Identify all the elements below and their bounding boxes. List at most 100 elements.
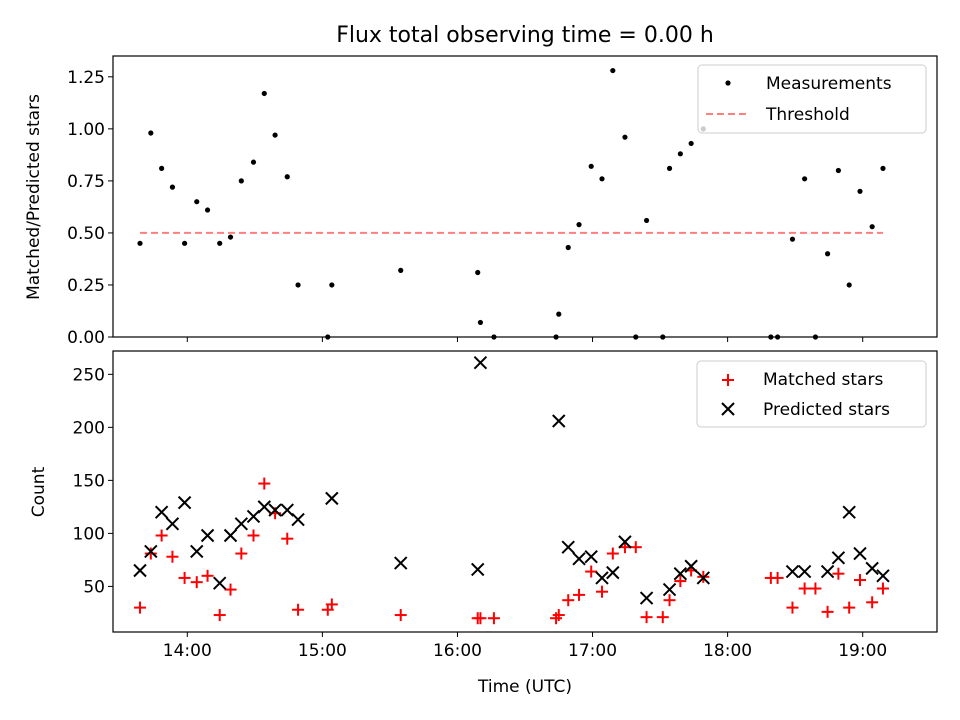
predicted-star-point <box>165 517 180 531</box>
measurement-point <box>846 282 852 288</box>
measurement-point <box>137 240 143 246</box>
legend-predicted-marker <box>721 402 735 416</box>
matched-star-point <box>281 532 294 545</box>
predicted-star-point <box>618 535 632 549</box>
predicted-star-point <box>471 562 485 577</box>
predicted-star-point <box>673 566 688 581</box>
matched-star-point <box>640 611 653 624</box>
measurement-point <box>576 222 582 228</box>
predicted-star-point <box>190 544 204 559</box>
predicted-star-point <box>572 552 586 566</box>
matched-star-point <box>866 596 879 609</box>
matched-star-point <box>134 601 147 614</box>
predicted-star-point <box>797 564 812 579</box>
matched-star-point <box>394 609 407 622</box>
x-tick-label: 15:00 <box>298 641 347 661</box>
top-panel: Flux total observing time = 0.00 h Match… <box>24 23 938 348</box>
predicted-star-point <box>552 414 566 428</box>
predicted-star-point <box>853 546 867 561</box>
measurement-point <box>688 140 694 147</box>
y-tick-label: 1.25 <box>67 68 105 88</box>
y-tick-label: 50 <box>83 577 105 597</box>
matched-star-point <box>487 612 500 625</box>
predicted-star-point <box>268 503 282 517</box>
x-tick-label: 18:00 <box>703 641 752 661</box>
top-legend: Measurements Threshold <box>697 64 927 134</box>
measurement-point <box>824 251 831 257</box>
measurement-point <box>148 130 154 136</box>
measurement-point <box>295 282 301 288</box>
predicted-star-point <box>246 509 261 524</box>
predicted-star-point <box>473 355 488 370</box>
matched-star-point <box>292 603 305 616</box>
matched-star-point <box>178 571 191 584</box>
top-y-axis-label: Matched/Predicted stars <box>24 94 44 300</box>
measurement-point <box>159 165 165 171</box>
matched-star-point <box>552 609 565 622</box>
matched-star-point <box>854 574 867 587</box>
measurement-point <box>238 178 244 184</box>
matched-star-point <box>771 571 784 584</box>
predicted-star-point <box>291 512 305 527</box>
matched-star-point <box>606 547 619 560</box>
predicted-star-point <box>561 540 575 554</box>
measurement-point <box>666 165 673 171</box>
predicted-star-point <box>213 576 227 590</box>
y-tick-label: 150 <box>73 471 105 491</box>
predicted-star-point <box>200 528 215 543</box>
y-tick-label: 250 <box>73 365 105 385</box>
matched-star-point <box>325 598 338 611</box>
predicted-star-point <box>595 571 609 585</box>
matched-star-point <box>144 547 157 560</box>
bottom-axes-frame <box>112 350 938 633</box>
measurement-point <box>622 134 628 140</box>
measurement-point <box>869 224 875 230</box>
top-axes-frame <box>112 55 938 338</box>
matched-star-point <box>258 477 271 490</box>
predicted-star-point <box>133 563 147 578</box>
top-plot-area: 0.00 0.25 0.50 0.75 1.00 1.25 <box>67 68 886 348</box>
bottom-legend: Matched stars Predicted stars <box>696 360 927 428</box>
y-tick-label: 0.50 <box>67 224 105 244</box>
measurement-point <box>643 217 650 224</box>
y-tick-label: 0.00 <box>67 328 105 348</box>
bottom-x-axis-label: Time (UTC) <box>477 677 572 697</box>
measurement-point <box>556 311 562 317</box>
measurement-point <box>227 234 234 240</box>
y-tick-label: 100 <box>73 524 105 544</box>
bottom-panel: Count Time (UTC) 50 100 150 200 250 14:00 15:0… <box>29 350 938 697</box>
predicted-star-point <box>684 559 698 573</box>
predicted-star-point <box>820 564 835 579</box>
predicted-star-point <box>234 517 249 531</box>
predicted-star-point <box>639 591 654 605</box>
matched-star-point <box>832 567 845 580</box>
predicted-star-point <box>223 528 238 543</box>
predicted-star-point <box>280 503 294 517</box>
y-tick-label: 1.00 <box>67 120 105 140</box>
legend-matched-label: Matched stars <box>763 370 883 390</box>
bottom-plot-area: 50 100 150 200 250 14:00 15:00 16:00 17:00 18:00 1… <box>73 355 890 661</box>
x-tick-label: 17:00 <box>568 641 617 661</box>
measurement-point <box>284 174 290 180</box>
measurement-point <box>204 207 211 213</box>
matched-star-point <box>573 588 586 601</box>
matched-star-point <box>674 575 687 588</box>
measurement-point <box>194 199 200 205</box>
predicted-star-point <box>257 500 271 514</box>
matched-star-point <box>190 576 203 589</box>
legend-measurements-label: Measurements <box>766 74 892 94</box>
measurement-point <box>272 132 278 138</box>
measurement-point <box>398 267 404 273</box>
measurement-point <box>250 159 257 165</box>
matched-star-point <box>809 582 822 595</box>
matched-star-point <box>656 611 669 624</box>
predicted-star-point <box>662 582 677 597</box>
matched-star-point <box>663 594 676 607</box>
matched-star-point <box>595 585 608 598</box>
predicted-star-point <box>584 550 598 564</box>
predicted-star-point <box>325 491 339 506</box>
measurement-point <box>857 188 863 194</box>
matched-star-point <box>474 612 487 625</box>
measurement-point <box>789 236 796 242</box>
